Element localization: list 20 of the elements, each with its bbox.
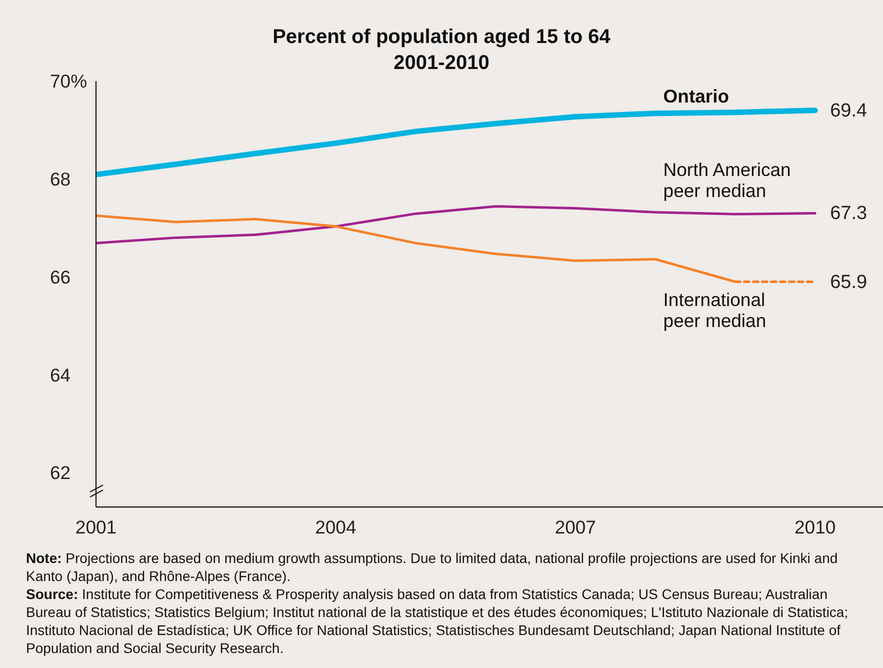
series-label: International peer median [663, 288, 766, 331]
y-tick-label: 68 [50, 168, 71, 190]
x-tick-label: 2007 [554, 516, 596, 538]
data-label: 69.4 [830, 100, 868, 121]
series-label: North American peer median [663, 158, 791, 201]
x-tick-label: 2004 [315, 516, 356, 538]
chart-title: Percent of population aged 15 to 64 [272, 25, 612, 50]
y-tick-label: 64 [50, 364, 71, 386]
y-tick-label: 66 [50, 266, 71, 288]
text: Note: Projections are based on medium growth assumptions. Due to limited data, national profile projections are used for Kinki and Kanto (Japan), and Rhône-Alpes (France). [26, 550, 838, 584]
y-tick-label: 62 [50, 462, 71, 484]
x-tick-label: 2001 [75, 516, 117, 538]
series-label: Ontario [663, 84, 730, 106]
y-tick-label: 70% [50, 70, 88, 92]
data-label: 67.3 [830, 202, 868, 224]
source-note: Source: Institute for Competitiveness & Prosperity analysis based on data from Statistics Canada; US Census Bureau; Australian Bureau of Statistics; Statistics Belgium; Institut national de la statistique et des études économiques; L'Istituto Nazionale di Statistica; Instituto Nacional de Estadística; UK Office for National Statistics; Statistisches Bundesamt Deutschland; Japan National Institute of Population and Social Security Research. [26, 586, 848, 656]
line-series [96, 205, 816, 244]
data-label: 65.9 [830, 271, 868, 292]
chart-subtitle: 2001-2010 [394, 52, 490, 74]
x-tick-label: 2010 [794, 516, 836, 538]
